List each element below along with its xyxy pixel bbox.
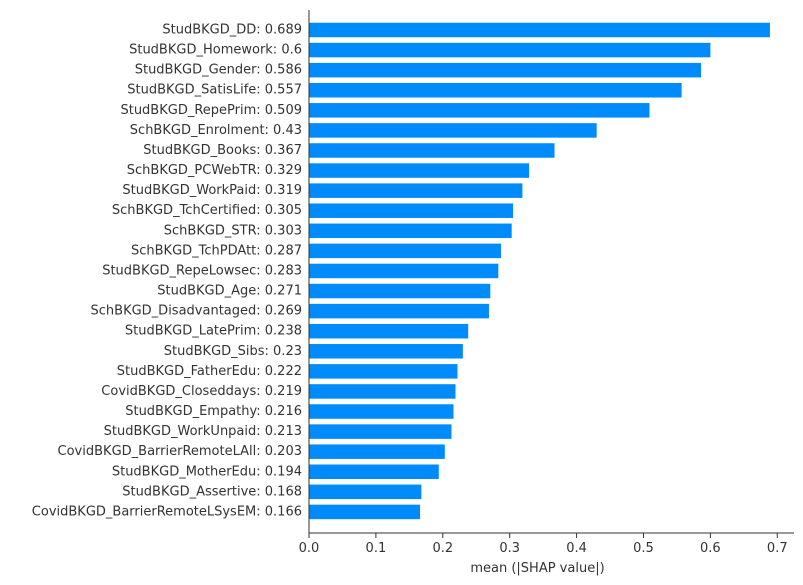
bar-22 bbox=[309, 444, 445, 459]
bar-9 bbox=[309, 183, 523, 198]
x-tick-label-1: 0.0 bbox=[299, 541, 320, 556]
bar-8 bbox=[309, 163, 530, 178]
category-labels: StudBKGD_DD: 0.689 StudBKGD_Homework: 0.6… bbox=[32, 23, 302, 520]
bars-layer bbox=[309, 22, 770, 520]
category-label-9: StudBKGD_WorkPaid: 0.319 bbox=[122, 183, 302, 198]
category-label-16: StudBKGD_LatePrim: 0.238 bbox=[125, 324, 302, 339]
x-tick-label-5: 0.4 bbox=[566, 541, 587, 556]
category-label-17: StudBKGD_Sibs: 0.23 bbox=[164, 344, 302, 359]
bar-1 bbox=[309, 22, 770, 38]
category-label-15: SchBKGD_Disadvantaged: 0.269 bbox=[91, 304, 302, 319]
bar-13 bbox=[309, 263, 499, 279]
x-tick-label-4: 0.3 bbox=[499, 541, 520, 556]
bar-2 bbox=[309, 42, 711, 58]
bar-18 bbox=[309, 364, 458, 379]
bar-20 bbox=[309, 404, 454, 419]
bar-5 bbox=[309, 103, 650, 118]
x-tick-label-7: 0.6 bbox=[700, 541, 721, 556]
bar-15 bbox=[309, 303, 489, 319]
bar-21 bbox=[309, 424, 452, 439]
bar-23 bbox=[309, 464, 439, 480]
bar-6 bbox=[309, 123, 597, 138]
bar-19 bbox=[309, 384, 456, 399]
category-label-25: CovidBKGD_BarrierRemoteLSysEM: 0.166 bbox=[32, 504, 302, 519]
category-label-1: StudBKGD_DD: 0.689 bbox=[162, 23, 302, 38]
x-tick-label-8: 0.7 bbox=[767, 541, 788, 556]
category-label-4: StudBKGD_SatisLife: 0.557 bbox=[127, 83, 302, 98]
bar-4 bbox=[309, 82, 682, 98]
bar-12 bbox=[309, 243, 501, 259]
bar-25 bbox=[309, 504, 421, 520]
category-label-11: SchBKGD_STR: 0.303 bbox=[164, 223, 302, 238]
category-label-18: StudBKGD_FatherEdu: 0.222 bbox=[117, 364, 302, 379]
bar-16 bbox=[309, 323, 469, 339]
category-label-20: StudBKGD_Empathy: 0.216 bbox=[125, 404, 302, 419]
category-label-13: StudBKGD_RepeLowsec: 0.283 bbox=[102, 263, 302, 278]
bar-17 bbox=[309, 344, 463, 359]
category-label-2: StudBKGD_Homework: 0.6 bbox=[129, 43, 302, 58]
category-label-19: CovidBKGD_Closeddays: 0.219 bbox=[101, 384, 302, 399]
x-ticks: 0.0 0.1 0.2 0.3 0.4 0.5 0.6 0.7 bbox=[299, 533, 788, 556]
category-label-10: SchBKGD_TchCertified: 0.305 bbox=[112, 203, 302, 218]
category-label-21: StudBKGD_WorkUnpaid: 0.213 bbox=[104, 424, 302, 439]
x-tick-label-6: 0.5 bbox=[633, 541, 654, 556]
category-label-23: StudBKGD_MotherEdu: 0.194 bbox=[112, 464, 302, 479]
category-label-24: StudBKGD_Assertive: 0.168 bbox=[122, 484, 302, 499]
bar-3 bbox=[309, 62, 702, 78]
x-tick-label-3: 0.2 bbox=[432, 541, 453, 556]
category-label-5: StudBKGD_RepePrim: 0.509 bbox=[120, 103, 302, 118]
category-label-3: StudBKGD_Gender: 0.586 bbox=[135, 63, 302, 78]
bar-7 bbox=[309, 143, 555, 158]
category-label-12: SchBKGD_TchPDAtt: 0.287 bbox=[131, 243, 302, 258]
category-label-22: CovidBKGD_BarrierRemoteLAll: 0.203 bbox=[58, 444, 302, 459]
bar-14 bbox=[309, 283, 491, 299]
category-label-14: StudBKGD_Age: 0.271 bbox=[157, 284, 302, 299]
category-label-7: StudBKGD_Books: 0.367 bbox=[143, 143, 302, 158]
bar-10 bbox=[309, 203, 514, 218]
category-label-8: SchBKGD_PCWebTR: 0.329 bbox=[127, 163, 302, 178]
bar-24 bbox=[309, 484, 422, 500]
x-axis-title: mean (|SHAP value|) bbox=[470, 561, 604, 576]
bar-11 bbox=[309, 223, 512, 239]
x-tick-label-2: 0.1 bbox=[366, 541, 387, 556]
category-label-6: SchBKGD_Enrolment: 0.43 bbox=[130, 123, 302, 138]
